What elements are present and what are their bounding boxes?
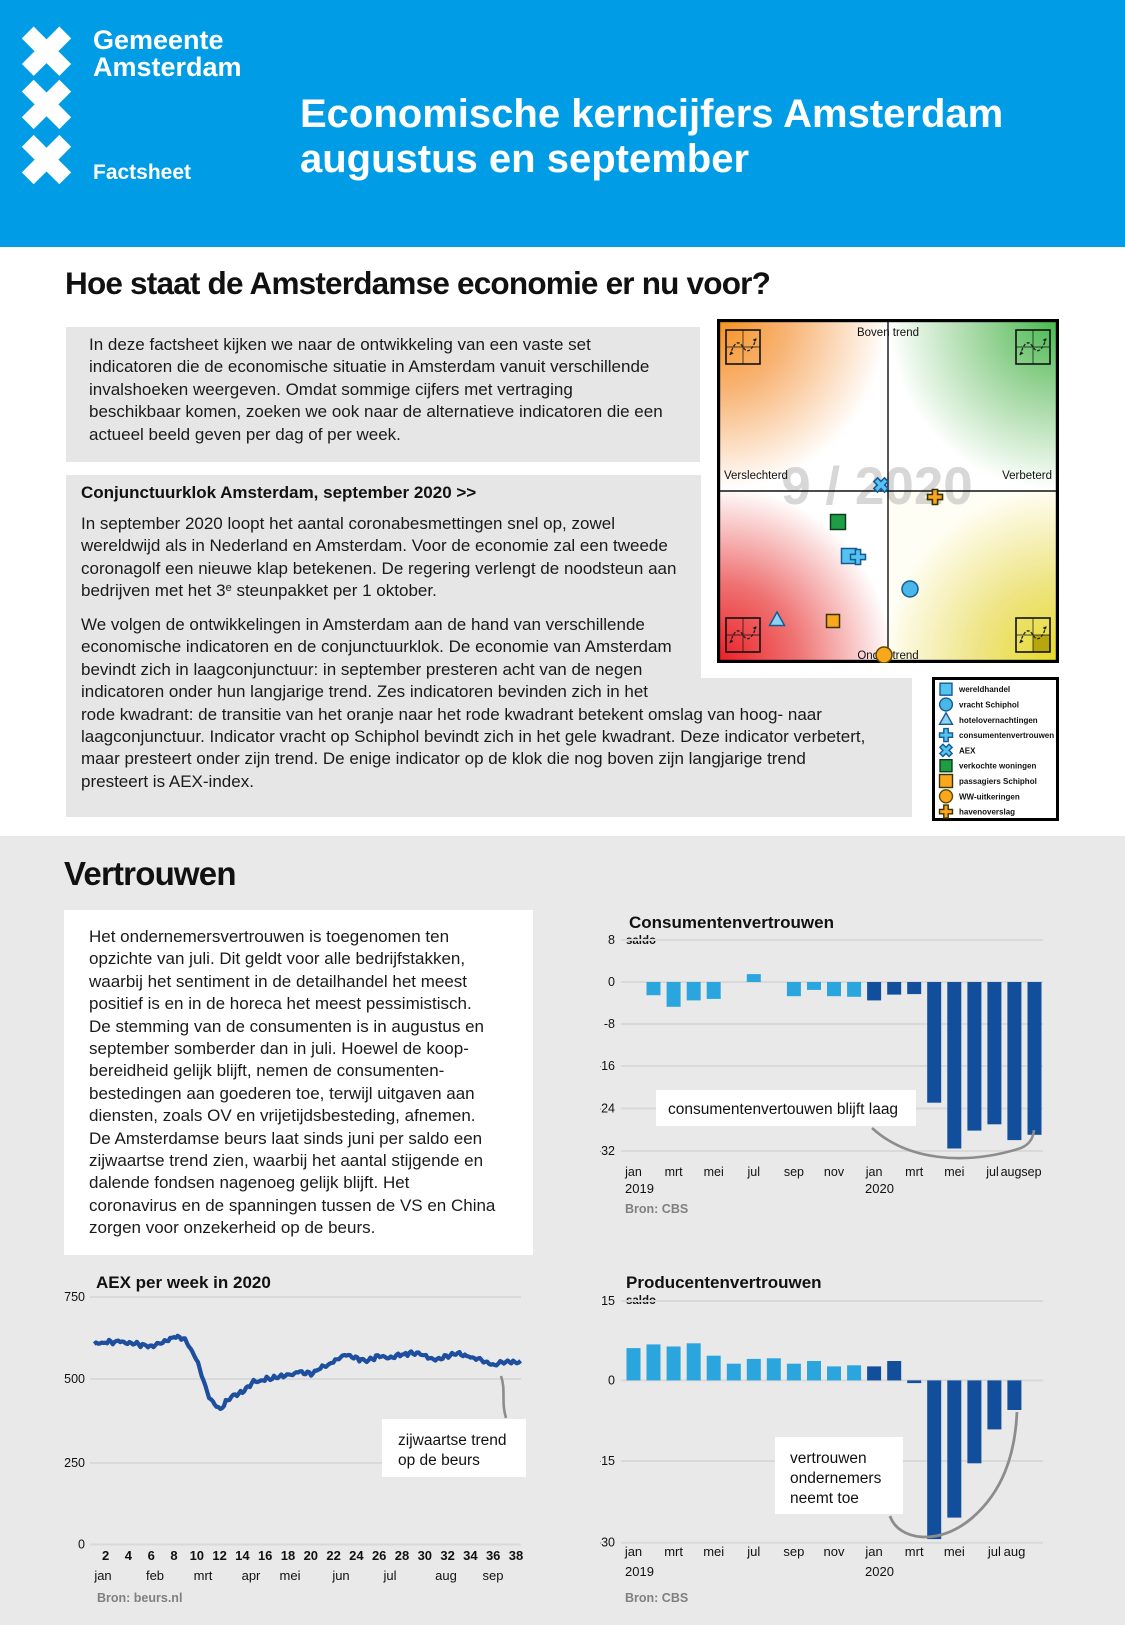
svg-text:2019: 2019 <box>625 1564 654 1579</box>
svg-text:sep: sep <box>1021 1165 1041 1179</box>
svg-text:8: 8 <box>170 1548 177 1563</box>
svg-text:AEX per week in 2020: AEX per week in 2020 <box>96 1273 271 1292</box>
svg-text:WW-uitkeringen: WW-uitkeringen <box>959 792 1020 801</box>
svg-text:jun: jun <box>331 1568 349 1583</box>
svg-text:4: 4 <box>125 1548 133 1563</box>
svg-text:jul: jul <box>746 1544 760 1559</box>
svg-text:2020: 2020 <box>865 1564 894 1579</box>
svg-text:2020: 2020 <box>865 1181 894 1196</box>
svg-text:8: 8 <box>608 933 615 947</box>
svg-text:24: 24 <box>349 1548 364 1563</box>
svg-text:wereldhandel: wereldhandel <box>958 685 1010 694</box>
svg-text:mei: mei <box>280 1568 301 1583</box>
svg-text:32: 32 <box>440 1548 454 1563</box>
svg-text:consumentenvertouwen blijft la: consumentenvertouwen blijft laag <box>668 1101 898 1118</box>
svg-text:jan: jan <box>865 1165 883 1179</box>
svg-text:mei: mei <box>704 1165 724 1179</box>
svg-text:0: 0 <box>78 1538 85 1552</box>
svg-text:34: 34 <box>463 1548 478 1563</box>
svg-text:-8: -8 <box>604 1017 615 1031</box>
svg-text:500: 500 <box>64 1372 85 1386</box>
svg-text:jan: jan <box>624 1165 642 1179</box>
svg-text:nov: nov <box>824 1165 845 1179</box>
svg-text:sep: sep <box>483 1568 504 1583</box>
svg-text:vracht Schiphol: vracht Schiphol <box>959 701 1019 710</box>
svg-text:jul: jul <box>747 1165 761 1179</box>
svg-text:mei: mei <box>703 1544 724 1559</box>
svg-text:Bron: beurs.nl: Bron: beurs.nl <box>97 1591 182 1605</box>
svg-text:aug: aug <box>1004 1544 1026 1559</box>
svg-text:mrt: mrt <box>905 1544 924 1559</box>
svg-text:op de beurs: op de beurs <box>398 1452 480 1469</box>
svg-text:Boven trend: Boven trend <box>857 327 919 339</box>
svg-text:passagiers Schiphol: passagiers Schiphol <box>959 777 1037 786</box>
svg-text:2: 2 <box>102 1548 109 1563</box>
svg-text:10: 10 <box>190 1548 204 1563</box>
svg-text:Bron: CBS: Bron: CBS <box>625 1591 688 1605</box>
svg-text:-32: -32 <box>600 1144 615 1158</box>
svg-text:Consumentenvertrouwen: Consumentenvertrouwen <box>629 913 834 932</box>
svg-text:jan: jan <box>864 1544 882 1559</box>
svg-text:12: 12 <box>212 1548 226 1563</box>
svg-text:Producentenvertrouwen: Producentenvertrouwen <box>626 1273 822 1292</box>
svg-text:14: 14 <box>235 1548 250 1563</box>
svg-text:mrt: mrt <box>665 1165 684 1179</box>
svg-text:-30: -30 <box>600 1536 615 1550</box>
svg-text:mrt: mrt <box>905 1165 924 1179</box>
svg-text:15: 15 <box>601 1294 615 1308</box>
svg-text:nov: nov <box>824 1544 845 1559</box>
svg-text:havenoverslag: havenoverslag <box>959 808 1015 817</box>
svg-text:mei: mei <box>944 1165 964 1179</box>
svg-text:26: 26 <box>372 1548 386 1563</box>
svg-text:ondernemers: ondernemers <box>790 1470 882 1487</box>
svg-text:Verbeterd: Verbeterd <box>1002 470 1052 482</box>
svg-text:Verslechterd: Verslechterd <box>724 470 788 482</box>
svg-text:feb: feb <box>146 1568 164 1583</box>
svg-text:16: 16 <box>258 1548 272 1563</box>
svg-text:jul: jul <box>985 1165 999 1179</box>
svg-text:mei: mei <box>944 1544 965 1559</box>
svg-text:750: 750 <box>64 1290 85 1304</box>
svg-text:jul: jul <box>382 1568 396 1583</box>
svg-text:-24: -24 <box>600 1102 615 1116</box>
svg-text:0: 0 <box>608 975 615 989</box>
svg-text:18: 18 <box>281 1548 295 1563</box>
svg-text:2019: 2019 <box>625 1181 654 1196</box>
svg-text:aug: aug <box>435 1568 457 1583</box>
svg-text:jan: jan <box>93 1568 111 1583</box>
svg-text:0: 0 <box>608 1373 615 1387</box>
svg-text:20: 20 <box>304 1548 318 1563</box>
svg-text:jul: jul <box>987 1544 1001 1559</box>
svg-text:6: 6 <box>148 1548 155 1563</box>
svg-text:jan: jan <box>624 1544 642 1559</box>
svg-text:AEX: AEX <box>959 746 976 755</box>
svg-text:28: 28 <box>395 1548 409 1563</box>
svg-text:mrt: mrt <box>664 1544 683 1559</box>
svg-text:neemt toe: neemt toe <box>790 1490 859 1507</box>
svg-text:36: 36 <box>486 1548 500 1563</box>
svg-text:22: 22 <box>326 1548 340 1563</box>
svg-text:vertrouwen: vertrouwen <box>790 1450 867 1467</box>
svg-text:hotelovernachtingen: hotelovernachtingen <box>959 716 1038 725</box>
svg-text:consumentenvertrouwen: consumentenvertrouwen <box>959 731 1054 740</box>
svg-text:verkochte woningen: verkochte woningen <box>959 762 1036 771</box>
svg-text:apr: apr <box>242 1568 261 1583</box>
svg-text:-15: -15 <box>600 1454 615 1468</box>
svg-text:sep: sep <box>783 1544 804 1559</box>
svg-text:zijwaartse trend: zijwaartse trend <box>398 1432 507 1449</box>
svg-text:sep: sep <box>784 1165 804 1179</box>
svg-text:-16: -16 <box>600 1059 615 1073</box>
svg-text:250: 250 <box>64 1456 85 1470</box>
svg-text:aug: aug <box>1001 1165 1022 1179</box>
svg-text:mrt: mrt <box>194 1568 213 1583</box>
svg-text:Bron: CBS: Bron: CBS <box>625 1202 688 1216</box>
svg-text:30: 30 <box>418 1548 432 1563</box>
svg-text:38: 38 <box>509 1548 523 1563</box>
